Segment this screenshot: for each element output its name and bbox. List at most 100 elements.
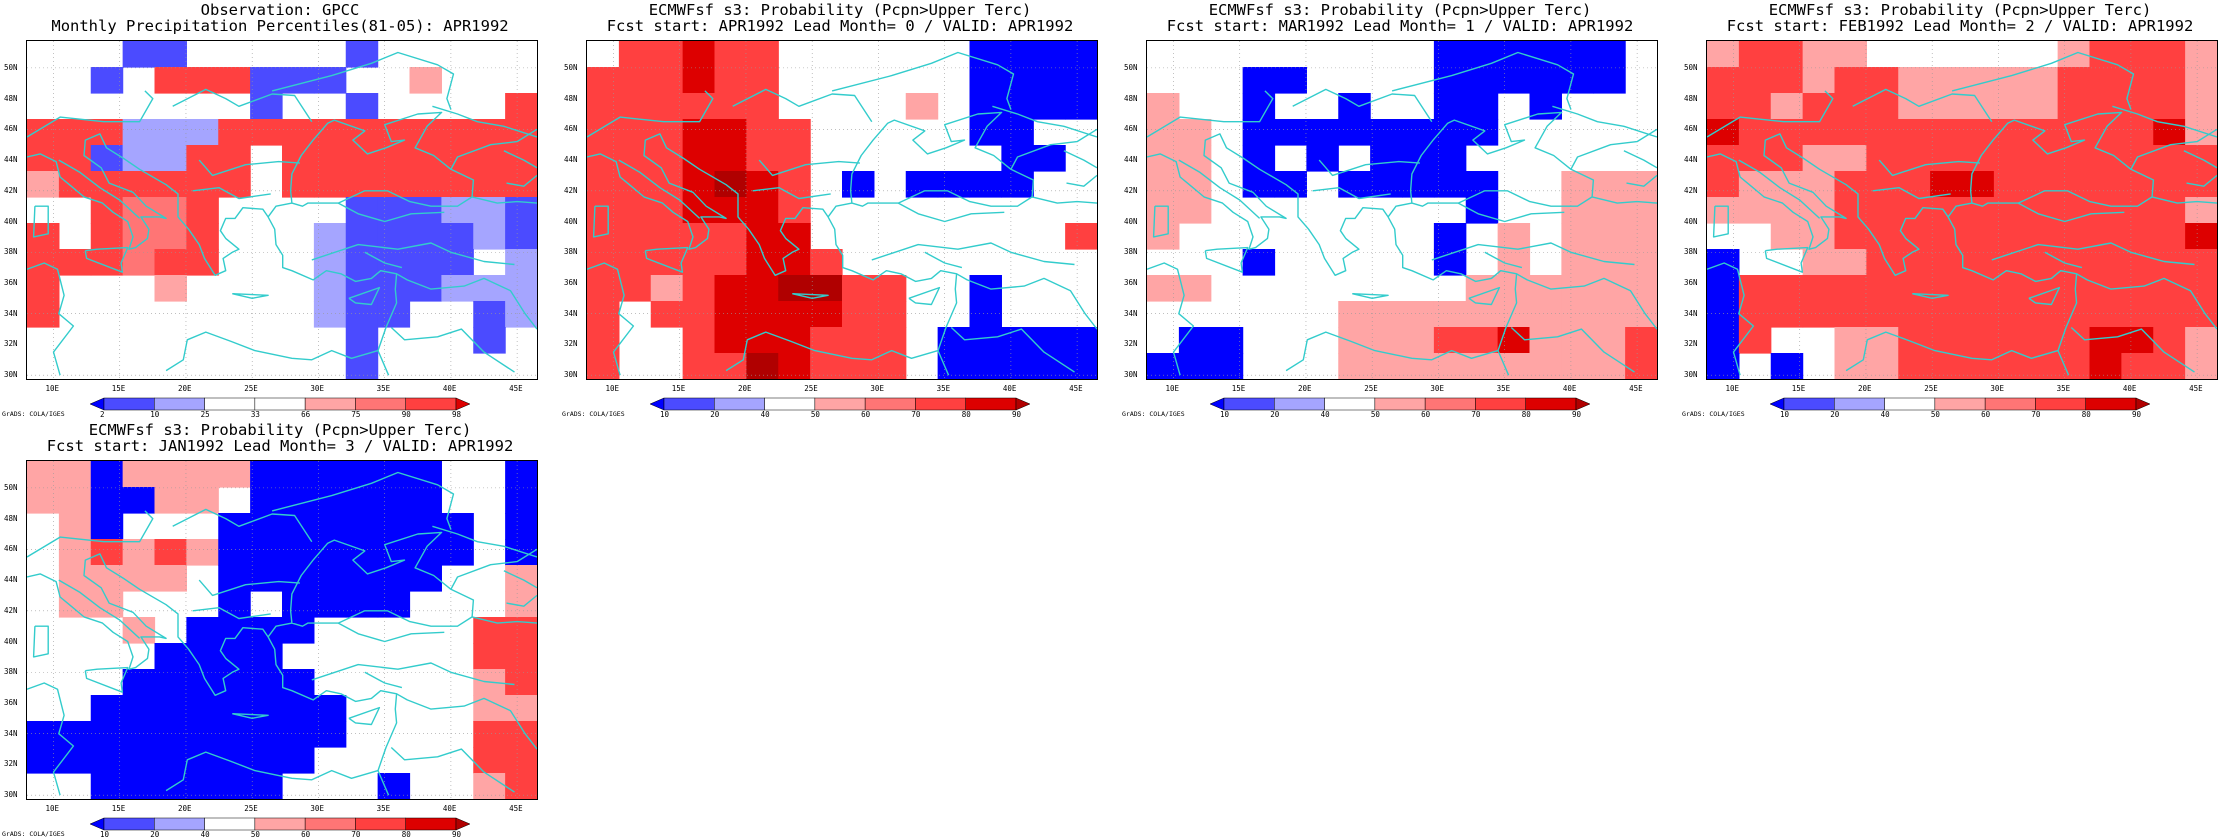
grid-cell [1993,301,2027,328]
grid-cell [441,223,474,250]
grid-cell [1338,171,1371,198]
grid-cell [282,539,315,566]
grid-cell [2121,93,2154,120]
map-panel-lead0: ECMWFsf s3: Probability (Pcpn>Upper Terc… [560,0,1120,420]
grid-cell [618,119,652,146]
coastline [364,251,403,269]
grid-cell [1402,119,1435,146]
colorbar-tick-label: 50 [1370,410,1380,419]
grid-cell [746,119,779,146]
panel-title: ECMWFsf s3: Probability (Pcpn>Upper Terc… [88,421,472,439]
grid-cell [1033,41,1066,68]
grid-cell [1802,301,1836,328]
grid-cell [282,565,315,592]
grid-cell [58,539,92,566]
grid-cell [746,275,779,302]
grid-cell [313,461,347,488]
grid-cell [1001,119,1034,146]
grid-cell [1898,145,1931,172]
latitude-label: 40N [1684,216,1698,226]
grid-cell [2153,67,2186,94]
grid-cell [587,353,620,379]
grid-cell [1707,67,1740,94]
grid-cell [409,461,442,488]
latitude-label: 48N [1124,93,1138,103]
colorbar [89,396,471,411]
coastline [618,159,701,219]
grid-cell [587,171,620,198]
grid-cell [186,197,219,224]
grid-cell [714,171,747,198]
colorbar-canvas [89,817,471,831]
grid-cell [682,353,716,379]
coastline [198,579,300,597]
map-panel-lead2: ECMWFsf s3: Probability (Pcpn>Upper Terc… [1680,0,2240,420]
colorbar-segment [1769,397,1785,411]
grid-cell [90,223,124,250]
grid-cell [1147,353,1180,379]
grid-cell [313,275,347,302]
grid-cell [1738,119,1772,146]
grid-cell [473,171,506,198]
grid-cell [2025,353,2059,379]
coastline [1352,293,1389,299]
colorbar-tick-label: 80 [1521,410,1531,419]
grid-cell [1529,353,1562,379]
grid-cell [441,197,474,224]
grid-cell [122,197,156,224]
longitude-label: 10E [1165,384,1180,393]
grid-cell [1433,353,1467,379]
grid-cell [682,249,716,276]
colorbar-segment [764,397,816,411]
grid-cell [682,119,716,146]
grid-cell [90,773,124,799]
grid-cell [154,747,187,774]
grid-cell [1433,145,1467,172]
grid-cell [2025,327,2059,354]
grid-cell [873,301,907,328]
latitude-label: 38N [1684,247,1698,257]
grid-cell [1802,41,1836,68]
grid-cell [2185,249,2217,276]
colorbar-tick-label: 40 [1320,410,1330,419]
grid-cell [618,67,652,94]
grid-cell [122,145,156,172]
coastline [271,51,455,110]
colorbar-tick-label: 10 [1780,410,1790,419]
grid-cell [1529,41,1562,68]
latitude-label: 46N [564,124,578,134]
colorbar-segment [355,817,406,831]
grid-cell [1834,223,1867,250]
grid-cell [1738,327,1772,354]
grid-cell [2153,93,2186,120]
grid-cell [1707,275,1740,302]
grid-cell [1561,171,1594,198]
longitude-label: 40E [2122,384,2137,393]
coastline [1912,293,1949,299]
coastline [503,570,537,589]
grid-cell [1338,353,1371,379]
coastline [348,706,381,726]
grid-cell [2121,171,2154,198]
longitude-label: 10E [1725,384,1740,393]
grid-cell [1065,93,1097,120]
colorbar-tick-label: 40 [1880,410,1890,419]
grid-cell [1001,353,1034,379]
grid-cell [122,617,156,644]
grid-cell [90,487,124,514]
panel-title: ECMWFsf s3: Probability (Pcpn>Upper Terc… [648,1,1032,19]
latitude-label: 32N [4,339,18,349]
latitude-label: 46N [4,544,18,554]
grid-cell [27,171,60,198]
grid-cell [1529,301,1562,328]
grid-cell [154,461,187,488]
grid-cell [1593,327,1626,354]
grid-cell [1465,327,1499,354]
latitude-label: 38N [1124,247,1138,257]
longitude-label: 10E [45,804,60,813]
grid-cell [2089,327,2122,354]
coastline [1738,159,1821,219]
grid-cell [842,171,875,198]
colorbar-segment [89,397,105,411]
coastline [587,262,635,376]
